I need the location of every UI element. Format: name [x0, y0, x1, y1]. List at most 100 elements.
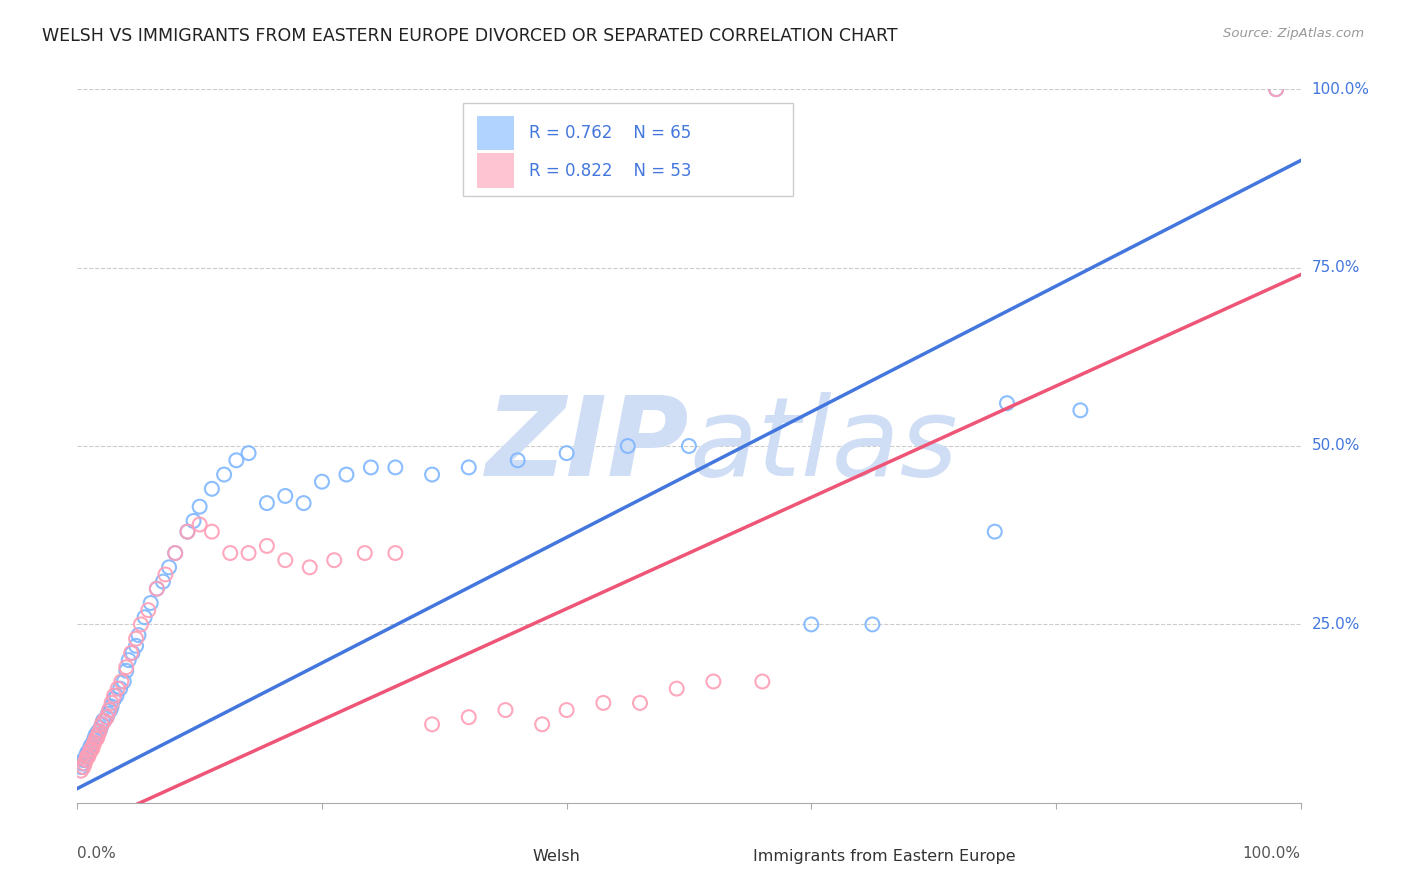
Point	[555, 703, 578, 717]
Point	[176, 524, 198, 539]
Point	[100, 696, 122, 710]
Point	[100, 699, 122, 714]
Point	[90, 717, 112, 731]
Point	[165, 546, 187, 560]
Point	[298, 560, 321, 574]
Point	[157, 560, 180, 574]
Point	[72, 753, 94, 767]
Point	[84, 728, 107, 742]
Point	[110, 674, 132, 689]
Text: Immigrants from Eastern Europe: Immigrants from Eastern Europe	[752, 849, 1015, 863]
Point	[96, 710, 118, 724]
Point	[384, 460, 406, 475]
Point	[531, 717, 554, 731]
Point	[70, 756, 93, 771]
Point	[72, 760, 94, 774]
Point	[77, 749, 100, 764]
Point	[201, 524, 224, 539]
Point	[90, 717, 112, 731]
Point	[984, 524, 1007, 539]
Point	[188, 517, 211, 532]
Point	[98, 703, 121, 717]
Point	[80, 742, 103, 756]
Point	[115, 664, 138, 678]
Point	[238, 546, 260, 560]
Point	[506, 453, 529, 467]
Point	[384, 546, 406, 560]
Point	[995, 396, 1018, 410]
Text: WELSH VS IMMIGRANTS FROM EASTERN EUROPE DIVORCED OR SEPARATED CORRELATION CHART: WELSH VS IMMIGRANTS FROM EASTERN EUROPE …	[42, 27, 898, 45]
Point	[121, 646, 143, 660]
Point	[146, 582, 169, 596]
Point	[75, 749, 97, 764]
Point	[188, 500, 211, 514]
Point	[73, 756, 96, 771]
Point	[176, 524, 198, 539]
Text: 100.0%: 100.0%	[1243, 846, 1301, 861]
Point	[617, 439, 640, 453]
FancyBboxPatch shape	[463, 103, 793, 196]
Point	[87, 724, 110, 739]
Point	[256, 496, 278, 510]
Point	[76, 746, 98, 760]
Point	[353, 546, 375, 560]
Point	[125, 632, 148, 646]
Point	[98, 703, 121, 717]
Point	[82, 735, 104, 749]
Point	[555, 446, 578, 460]
Point	[89, 724, 111, 739]
Point	[139, 596, 162, 610]
Point	[96, 710, 118, 724]
Point	[73, 753, 96, 767]
Point	[108, 681, 131, 696]
Point	[323, 553, 346, 567]
Point	[80, 739, 103, 753]
Point	[70, 764, 93, 778]
FancyBboxPatch shape	[494, 844, 520, 869]
Point	[420, 467, 443, 482]
Point	[107, 681, 129, 696]
Text: Welsh: Welsh	[533, 849, 581, 863]
Point	[134, 610, 156, 624]
Point	[93, 714, 115, 728]
Text: 0.0%: 0.0%	[77, 846, 117, 861]
Point	[97, 706, 120, 721]
Point	[274, 553, 297, 567]
Point	[360, 460, 382, 475]
Point	[103, 689, 125, 703]
Point	[90, 721, 112, 735]
Point	[800, 617, 823, 632]
Point	[83, 731, 105, 746]
Text: ZIP: ZIP	[485, 392, 689, 500]
FancyBboxPatch shape	[713, 844, 741, 869]
Point	[628, 696, 651, 710]
Point	[495, 703, 517, 717]
Point	[103, 692, 125, 706]
Point	[183, 514, 205, 528]
Text: 100.0%: 100.0%	[1312, 82, 1369, 96]
Point	[1265, 82, 1288, 96]
Point	[86, 728, 108, 742]
FancyBboxPatch shape	[477, 116, 515, 150]
Point	[136, 603, 159, 617]
Point	[311, 475, 333, 489]
Point	[201, 482, 224, 496]
Point	[146, 582, 169, 596]
Point	[86, 731, 108, 746]
Point	[105, 689, 128, 703]
Text: atlas: atlas	[689, 392, 957, 500]
Point	[1069, 403, 1091, 417]
Point	[112, 674, 135, 689]
Point	[457, 460, 479, 475]
Point	[70, 760, 93, 774]
Point	[212, 467, 235, 482]
Text: Source: ZipAtlas.com: Source: ZipAtlas.com	[1223, 27, 1364, 40]
Text: 50.0%: 50.0%	[1312, 439, 1360, 453]
Point	[118, 653, 141, 667]
Point	[77, 746, 100, 760]
Point	[152, 574, 174, 589]
Point	[592, 696, 614, 710]
Point	[82, 739, 104, 753]
Point	[219, 546, 242, 560]
Point	[225, 453, 247, 467]
